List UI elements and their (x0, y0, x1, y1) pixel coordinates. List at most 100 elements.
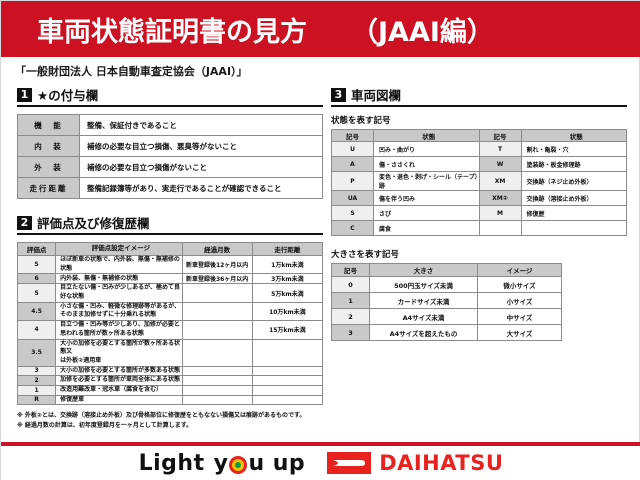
table-row: P 変色・退色・剥げ・シール（テープ）跡 XM 交換跡（ネジ止め外板） (331, 171, 627, 191)
state-symbols-subtitle: 状態を表す記号 (331, 116, 391, 126)
table-cell: P (331, 171, 374, 191)
table-row: 1 カードサイズ未満 小サイズ (331, 292, 562, 309)
footer-divider (1, 442, 640, 446)
table-row: 走行距離 整備記録簿等があり、実走行であることが確認できること (17, 177, 323, 199)
table-cell: 交換跡（ネジ止め外板） (520, 171, 627, 191)
section3-title: 車両図欄 (351, 88, 402, 103)
table-cell: C (331, 220, 374, 236)
table-cell: UA (331, 190, 374, 206)
table-cell: 2 (16, 375, 57, 386)
table-row: 0 500円玉サイズ未満 微小サイズ (331, 276, 562, 293)
table-cell: 3.5 (16, 338, 57, 367)
table-cell: 加修を必要とする箇所が車両全体にある状態 (55, 375, 183, 386)
row-value: 補修の必要な目立つ損傷がないこと (79, 156, 323, 178)
table-cell: 1 (16, 384, 57, 396)
table-row: 外 装補修の必要な目立つ損傷がないこと (17, 156, 323, 178)
table-cell: 傷・ささくれ (373, 156, 480, 172)
table-cell: 3万km未満 (251, 273, 324, 285)
table-cell: 500円玉サイズ未満 (369, 276, 478, 293)
row-value: 整備記録簿等があり、実走行であることが確認できること (79, 177, 323, 199)
table-row: 1 改造用難改車・冠水車（腐食を含む） (16, 384, 324, 396)
table-row: 内 装補修の必要な目立つ損傷、悪臭等がないこと (17, 135, 323, 157)
table-cell: 小サイズ (477, 292, 562, 309)
table-cell: 新車登録後12ヶ月以内 (181, 254, 253, 275)
table-cell: A4サイズを超えたもの (369, 324, 478, 341)
table-cell: 大小の加修を必要とする箇所が数ヶ所ある状態又 は外板②適用車 (55, 338, 183, 367)
page-title-suffix: （JAAI編） (351, 16, 494, 48)
footnotes: ※ 外板②とは、交換跡（溶接止め外板）及び骨格部位に修復歴をともなない損傷又は痕… (17, 411, 323, 430)
table-cell: 塗装跡・板金修理跡 (520, 156, 627, 172)
column-header: 記号 (331, 263, 370, 277)
table-cell (251, 384, 324, 396)
table-cell (181, 375, 253, 386)
column-header: 大きさ (369, 263, 478, 277)
table-row: 4.5 小さな傷・凹み、軽微な修理跡等があるが、 そのまま加修せずに十分乗れる状態 1… (16, 301, 324, 322)
table-cell (251, 338, 324, 367)
table-cell: 0 (331, 276, 370, 293)
table-cell: XM (478, 171, 522, 191)
row-label: 機 能 (17, 114, 80, 136)
column-header: 経過月数 (181, 242, 253, 256)
table-cell: R (16, 394, 57, 406)
table-row: S ほぼ新車の状態で、内外装、無傷・無補修の状態 新車登録後12ヶ月以内 1万km未満 (16, 254, 324, 275)
table-cell: 小さな傷・凹み、軽微な修理跡等があるが、 そのまま加修せずに十分乗れる状態 (55, 301, 183, 322)
table-cell: U (331, 141, 374, 157)
table-cell: S (331, 205, 374, 221)
section1-title: ★の付与欄 (37, 88, 99, 103)
row-value: 補修の必要な目立つ損傷、悪臭等がないこと (79, 135, 323, 157)
page-title: 車両状態証明書の見方 (37, 16, 307, 48)
table-cell: 6 (16, 273, 57, 285)
table-row: UA 傷を伴う凹み XM② 交換跡（溶接止め外板） (331, 190, 627, 206)
size-symbols-subtitle: 大きさを表す記号 (331, 250, 400, 260)
association-line: 「一般財団法人 日本自動車査定協会（JAAI）」 (15, 65, 248, 78)
table-cell: 1万km未満 (251, 254, 324, 275)
table-cell: 改造用難改車・冠水車（腐食を含む） (55, 384, 183, 396)
table-header-row: 記号 大きさ イメージ (331, 263, 562, 277)
table-cell: 5万km未満 (251, 283, 324, 303)
section1-heading: 1 ★の付与欄 (17, 85, 323, 107)
table-cell: 15万km未満 (251, 320, 324, 340)
state-symbols-table: 記号 状態 記号 状態 U 凹み・曲がり T 割れ・亀裂・穴 A 傷・ささくれ W 塗装跡・板金修理… (331, 129, 627, 236)
table-cell (181, 283, 253, 303)
section3-number: 3 (331, 87, 346, 102)
table-cell: 大小の加修を必要とする箇所が多数ある状態 (55, 365, 183, 377)
table-cell: A (331, 156, 374, 172)
table-row: 3.5 大小の加修を必要とする箇所が数ヶ所ある状態又 は外板②適用車 (16, 338, 324, 367)
table-cell: S (16, 254, 57, 275)
column-header: 評価点 (16, 242, 57, 256)
daihatsu-logo-icon (327, 452, 372, 474)
column-header: 評価点設定イメージ (55, 242, 183, 256)
table-cell: 新車登録後36ヶ月以内 (181, 273, 253, 285)
column-header: 記号 (331, 129, 374, 142)
table-row: U 凹み・曲がり T 割れ・亀裂・穴 (331, 141, 627, 157)
table-row: A 傷・ささくれ W 塗装跡・板金修理跡 (331, 156, 627, 172)
table-cell: 変色・退色・剥げ・シール（テープ）跡 (373, 171, 480, 191)
size-symbols-table: 記号 大きさ イメージ 0 500円玉サイズ未満 微小サイズ 1 カードサイズ未満 小サイズ 2… (331, 263, 562, 341)
column-header: 状態 (373, 129, 480, 142)
slogan-y: y (213, 450, 229, 476)
table-row: 2 加修を必要とする箇所が車両全体にある状態 (16, 375, 324, 386)
table-cell: 目立つ傷・凹み等が少しあり、加修が必要と 思われる箇所が数ヶ所ある状態 (55, 320, 183, 340)
column-header: イメージ (477, 263, 562, 277)
table-row: 機 能整備、保証付きであること (17, 114, 323, 136)
table-cell: 1 (331, 292, 370, 309)
table-cell: 目立たない傷・凹みが少しあるが、極めて良好な状態 (55, 283, 183, 303)
table-cell: 傷を伴う凹み (373, 190, 480, 206)
table-cell: 割れ・亀裂・穴 (520, 141, 627, 157)
column-header: 記号 (478, 129, 522, 142)
slogan-u-up: u up (248, 450, 306, 476)
table-cell: 修復歴 (520, 205, 627, 221)
table-row: 5 目立たない傷・凹みが少しあるが、極めて良好な状態 5万km未満 (16, 283, 324, 303)
table-row: 2 A4サイズ未満 中サイズ (331, 308, 562, 325)
table-row: S さび M 修復歴 (331, 205, 627, 221)
table-cell: 中サイズ (477, 308, 562, 325)
table-cell: M (478, 205, 522, 221)
table-cell (181, 394, 253, 406)
star-grant-table: 機 能整備、保証付きであること内 装補修の必要な目立つ損傷、悪臭等がないこと外 … (17, 114, 323, 199)
table-cell: 10万km未満 (251, 301, 324, 322)
table-cell (520, 220, 627, 236)
table-cell: 交換跡（溶接止め外板） (520, 190, 627, 206)
table-row: R 修復歴車 (16, 394, 324, 406)
table-cell: T (478, 141, 522, 157)
